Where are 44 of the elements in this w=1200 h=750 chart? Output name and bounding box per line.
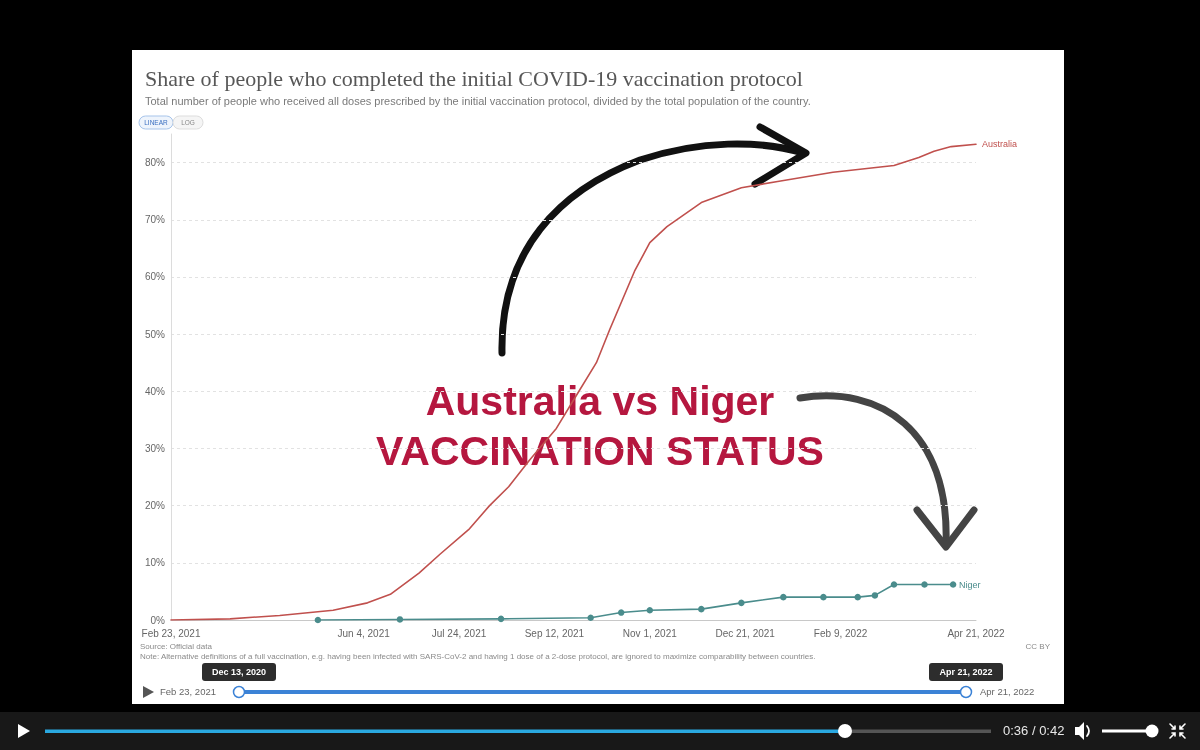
y-tick-label: 0%	[150, 614, 166, 626]
series-label: Australia	[982, 139, 1018, 150]
x-tick-label: Nov 1, 2021	[622, 627, 678, 639]
text: Apr 21, 2022	[980, 685, 1035, 698]
point	[497, 615, 505, 623]
y-tick-label: 30%	[144, 442, 166, 454]
chart-subtitle: Total number of people who received all doses prescribed by the initial vaccination protocol, divided by the total population of the country.	[145, 94, 811, 107]
point	[949, 581, 957, 588]
y-tick-label: 20%	[144, 500, 166, 512]
source-note: Source: Official data	[140, 642, 212, 652]
series-label: Niger	[959, 579, 981, 590]
point	[314, 616, 322, 624]
text: Feb 23, 2021	[160, 685, 216, 698]
x-tick-label: Jul 24, 2021	[431, 627, 487, 639]
x-tick-label: Apr 21, 2022	[947, 627, 1006, 639]
point	[921, 581, 928, 588]
point	[890, 581, 898, 588]
y-tick-label: 40%	[144, 385, 166, 397]
point	[587, 614, 594, 621]
text: CC BY	[1025, 642, 1050, 652]
y-tick-label: 50%	[144, 328, 166, 340]
point	[646, 607, 654, 614]
x-tick-label: Feb 23, 2021	[141, 627, 201, 639]
x-tick-label: Dec 21, 2021	[715, 627, 776, 639]
point	[738, 599, 745, 607]
point	[698, 605, 705, 613]
point	[617, 609, 625, 616]
chart-title: Share of people who completed the initial COVID-19 vaccination protocol	[145, 65, 803, 91]
point	[871, 592, 879, 599]
y-tick-label: 80%	[144, 157, 166, 169]
y-tick-label: 70%	[144, 214, 166, 226]
y-tick-label: 10%	[144, 557, 166, 569]
point	[780, 593, 787, 601]
y-tick-label: 60%	[144, 271, 166, 283]
x-tick-label: Sep 12, 2021	[524, 627, 585, 639]
point	[854, 593, 861, 601]
text: Note: Alternative definitions of a full vaccination, e.g. having been infected with SARS-CoV-2 and having 1 dose of a 2-dose protocol, are ignored to maximize comparability between countries.	[140, 652, 816, 662]
x-tick-label: Jun 4, 2021	[337, 627, 391, 639]
text: 0:36 / 0:42	[1003, 722, 1065, 739]
point	[820, 593, 827, 601]
text: Apr 21, 2022	[939, 666, 993, 678]
text: Dec 13, 2020	[211, 666, 267, 678]
x-tick-label: Feb 9, 2022	[813, 627, 868, 639]
point	[396, 616, 404, 623]
